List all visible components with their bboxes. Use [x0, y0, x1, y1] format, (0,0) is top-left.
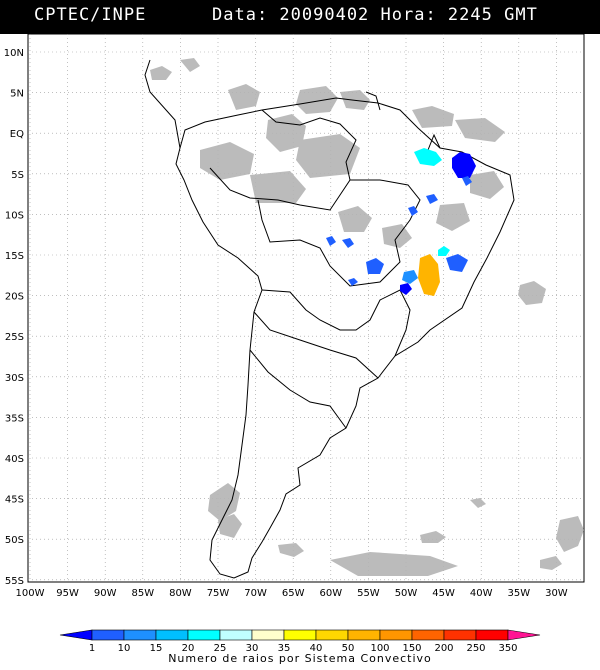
coastline	[144, 59, 515, 579]
lat-label: 15S	[5, 251, 24, 262]
colorbar-tick: 20	[182, 643, 195, 654]
colorbar-tick: 200	[434, 643, 453, 654]
colorbar-tick-labels: 1 10 15 20 25 30 35 40 50 100 150 200 250 350	[89, 643, 518, 654]
lon-label: 35W	[507, 588, 530, 599]
lon-label: 70W	[244, 588, 267, 599]
colorbar-tick: 50	[342, 643, 355, 654]
lon-label: 100W	[16, 588, 45, 599]
colorbar-segment	[155, 629, 189, 641]
lat-label: 30S	[5, 373, 24, 384]
lat-label: 10S	[5, 210, 24, 221]
lightning-colorbar	[59, 629, 541, 641]
colorbar-segment	[411, 629, 445, 641]
lat-label: 25S	[5, 332, 24, 343]
colorbar-segment	[443, 629, 477, 641]
lat-label: 20S	[5, 292, 24, 303]
lat-label: 50S	[5, 535, 24, 546]
lat-label: 45S	[5, 495, 24, 506]
lat-label: 40S	[5, 454, 24, 465]
lon-label: 90W	[94, 588, 117, 599]
lon-label: 50W	[395, 588, 418, 599]
lon-label: 45W	[432, 588, 455, 599]
colorbar-tick: 350	[498, 643, 517, 654]
colorbar-tick: 30	[246, 643, 259, 654]
colorbar-segment	[187, 629, 221, 641]
lon-label: 40W	[470, 588, 493, 599]
colorbar-tick: 100	[370, 643, 389, 654]
lat-label: EQ	[10, 129, 24, 140]
lat-label: 10N	[4, 48, 24, 59]
datetime-label: Data: 20090402 Hora: 2245 GMT	[212, 5, 538, 25]
lon-label: 85W	[131, 588, 154, 599]
colorbar-segment	[91, 629, 125, 641]
colorbar-tick: 1	[89, 643, 95, 654]
lon-label: 30W	[545, 588, 568, 599]
lon-label: 55W	[357, 588, 380, 599]
longitude-labels: 100W 95W 90W 85W 80W 75W 70W 65W 60W 55W 50W 45W 40W…	[16, 588, 568, 599]
source-label: CPTEC/INPE	[34, 5, 147, 25]
colorbar-tick: 25	[214, 643, 227, 654]
colorbar-segment	[251, 629, 285, 641]
colorbar-tick: 10	[118, 643, 131, 654]
lat-label: 35S	[5, 413, 24, 424]
colorbar-segment	[379, 629, 413, 641]
lon-label: 80W	[169, 588, 192, 599]
map-frame	[27, 33, 585, 583]
colorbar-segment	[283, 629, 317, 641]
lon-label: 95W	[56, 588, 79, 599]
latitude-labels: 10N 5N EQ 5S 10S 15S 20S 25S 30S 35S 40S 45S 50S 55S	[4, 48, 24, 587]
colorbar-segment	[347, 629, 381, 641]
colorbar-segment	[507, 629, 541, 641]
colorbar-tick: 40	[310, 643, 323, 654]
lat-label: 5S	[11, 170, 24, 181]
lon-label: 75W	[207, 588, 230, 599]
colorbar-segment	[59, 629, 93, 641]
convective-cells	[326, 148, 476, 296]
legend-caption: Numero de raios por Sistema Convectivo	[168, 652, 432, 665]
colorbar-segment	[219, 629, 253, 641]
colorbar-tick: 150	[402, 643, 421, 654]
colorbar-tick: 35	[278, 643, 291, 654]
header-bar: CPTEC/INPE Data: 20090402 Hora: 2245 GMT	[0, 0, 600, 34]
lon-label: 65W	[282, 588, 305, 599]
lat-label: 5N	[10, 89, 24, 100]
lon-label: 60W	[319, 588, 342, 599]
colorbar-segment	[123, 629, 157, 641]
colorbar-tick: 250	[466, 643, 485, 654]
lat-label: 55S	[5, 576, 24, 587]
colorbar-tick: 15	[150, 643, 163, 654]
colorbar-segment	[475, 629, 509, 641]
cloud-cover	[150, 58, 584, 576]
colorbar-segment	[315, 629, 349, 641]
